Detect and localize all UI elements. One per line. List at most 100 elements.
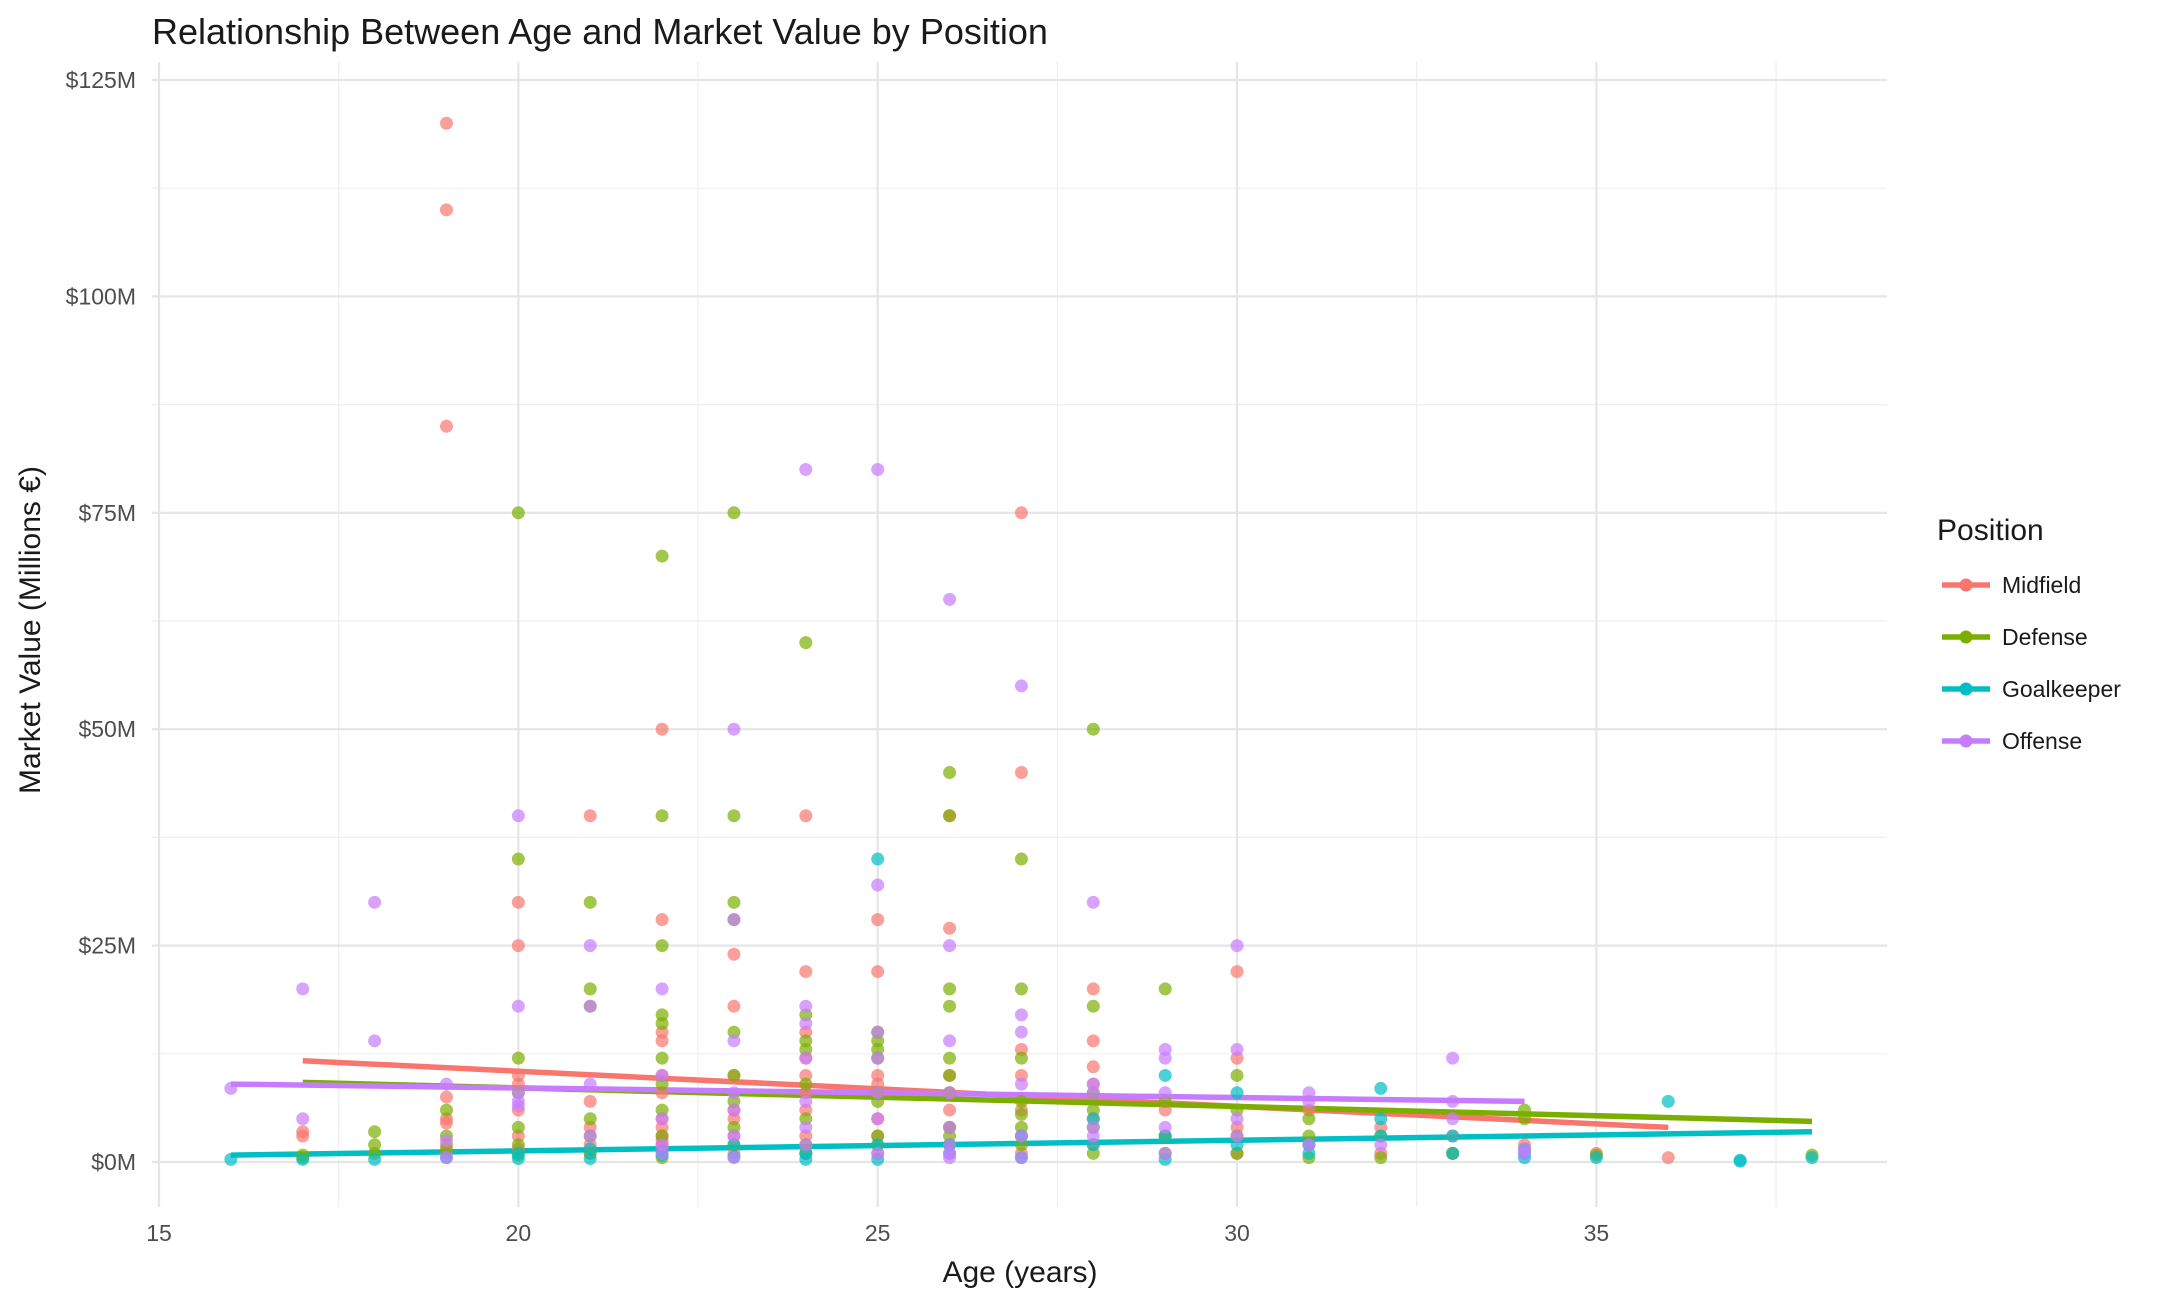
data-point (439, 116, 453, 130)
data-point (1014, 982, 1028, 996)
data-point (1086, 982, 1100, 996)
data-point (511, 939, 525, 953)
data-point (583, 1142, 597, 1156)
data-point (439, 1133, 453, 1147)
data-point (1374, 1112, 1388, 1126)
data-point (511, 1152, 525, 1166)
data-point (943, 1151, 957, 1165)
data-point (1014, 852, 1028, 866)
data-point (943, 809, 957, 823)
data-point (799, 1152, 813, 1166)
x-tick-label: 25 (865, 1220, 891, 1246)
data-point (727, 722, 741, 736)
data-point (1518, 1146, 1532, 1160)
data-point (799, 1051, 813, 1065)
data-point (871, 852, 885, 866)
legend-label: Defense (2002, 624, 2088, 650)
data-point (583, 1152, 597, 1166)
data-point (727, 895, 741, 909)
data-point (1230, 1042, 1244, 1056)
data-point (1086, 999, 1100, 1013)
data-point (871, 1146, 885, 1160)
data-point (1014, 1094, 1028, 1108)
data-point (943, 921, 957, 935)
legend-key-point (1959, 682, 1973, 696)
data-point (439, 1116, 453, 1130)
data-point (511, 809, 525, 823)
data-point (368, 1152, 382, 1166)
data-point (799, 1138, 813, 1152)
data-point (1230, 1112, 1244, 1126)
data-point (1805, 1151, 1819, 1165)
data-point (583, 809, 597, 823)
data-point (296, 1112, 310, 1126)
chart-title: Relationship Between Age and Market Valu… (152, 11, 1048, 52)
data-point (799, 965, 813, 979)
data-point (943, 939, 957, 953)
data-point (1374, 1151, 1388, 1165)
data-point (943, 592, 957, 606)
data-point (583, 999, 597, 1013)
data-point (871, 1025, 885, 1039)
data-point (727, 947, 741, 961)
data-point (799, 463, 813, 477)
data-point (1014, 1008, 1028, 1022)
x-tick-label: 20 (506, 1220, 532, 1246)
data-point (583, 895, 597, 909)
data-point (655, 1068, 669, 1082)
data-point (1014, 1151, 1028, 1165)
data-point (511, 1099, 525, 1113)
data-point (1014, 765, 1028, 779)
data-point (1158, 1051, 1172, 1065)
y-axis-tick-labels: $0M $25M $50M $75M $100M $125M (66, 67, 136, 1175)
data-point (511, 895, 525, 909)
y-tick-label: $100M (66, 283, 136, 309)
y-tick-label: $125M (66, 67, 136, 93)
data-point (224, 1152, 238, 1166)
y-tick-label: $75M (78, 500, 136, 526)
data-point (1589, 1151, 1603, 1165)
data-point (583, 1112, 597, 1126)
y-tick-label: $50M (78, 716, 136, 742)
data-point (871, 1086, 885, 1100)
legend-label: Goalkeeper (2002, 676, 2121, 702)
data-point (1518, 1112, 1532, 1126)
data-point (1446, 1094, 1460, 1108)
data-point (511, 852, 525, 866)
x-axis-title: Age (years) (942, 1256, 1097, 1289)
data-point (727, 1129, 741, 1143)
y-tick-label: $25M (78, 933, 136, 959)
data-point (1230, 1129, 1244, 1143)
y-axis-title: Market Value (Millions €) (14, 466, 47, 794)
data-point (943, 982, 957, 996)
data-point (1230, 1068, 1244, 1082)
data-point (943, 1120, 957, 1134)
data-point (943, 1034, 957, 1048)
data-point (727, 1068, 741, 1082)
series-offense-points (224, 463, 1532, 1165)
data-point (655, 939, 669, 953)
data-point (727, 809, 741, 823)
data-point (296, 1152, 310, 1166)
data-point (1014, 506, 1028, 520)
data-point (439, 203, 453, 217)
data-point (1014, 1077, 1028, 1091)
data-point (583, 982, 597, 996)
data-point (439, 1077, 453, 1091)
data-point (583, 1077, 597, 1091)
data-point (1302, 1094, 1316, 1108)
data-point (1230, 939, 1244, 953)
legend-item-defense: Defense (1942, 624, 2088, 650)
data-point (655, 982, 669, 996)
data-point (655, 1051, 669, 1065)
data-point (1446, 1129, 1460, 1143)
data-point (799, 1094, 813, 1108)
data-point (1014, 1129, 1028, 1143)
data-point (799, 636, 813, 650)
legend-item-midfield: Midfield (1942, 572, 2081, 598)
legend-label: Midfield (2002, 572, 2081, 598)
data-point (1014, 1051, 1028, 1065)
data-point (1374, 1081, 1388, 1095)
data-point (1158, 1086, 1172, 1100)
